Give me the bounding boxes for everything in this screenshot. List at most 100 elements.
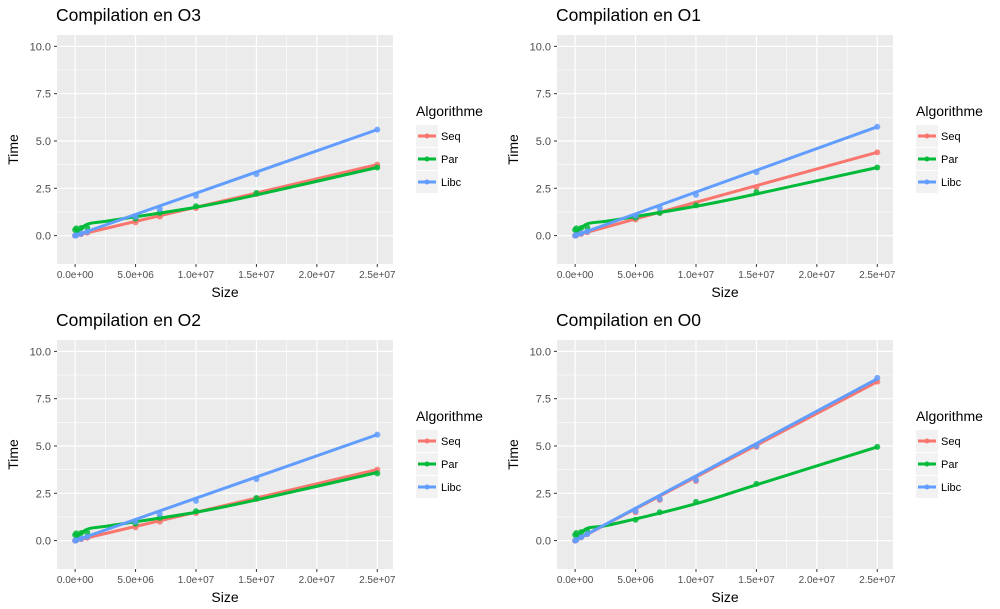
y-tick-label: 10.0 — [530, 41, 551, 53]
data-point-par — [874, 164, 881, 171]
legend-key-point-libc — [924, 484, 930, 490]
y-tick-label: 7.5 — [536, 89, 551, 101]
legend-key-point-par — [424, 156, 430, 162]
y-tick-label: 5.0 — [536, 136, 551, 148]
data-point-libc — [73, 537, 80, 544]
y-tick-label: 10.0 — [30, 41, 51, 53]
x-tick-label: 5.0e+06 — [617, 270, 654, 281]
data-point-libc — [132, 213, 139, 220]
y-tick-label: 0.0 — [536, 231, 551, 243]
data-point-par — [753, 480, 760, 487]
x-tick-label: 1.5e+07 — [238, 575, 275, 586]
series-line-par — [74, 166, 378, 236]
data-point-par — [692, 498, 699, 505]
data-point-libc — [753, 169, 760, 176]
x-tick-label: 2.0e+07 — [799, 270, 836, 281]
x-tick-label: 2.5e+07 — [859, 270, 896, 281]
data-point-libc — [578, 230, 585, 237]
legend-title: Algorithme — [916, 103, 983, 119]
data-point-par — [73, 530, 80, 537]
data-point-par — [374, 470, 381, 477]
x-tick-label: 0.0e+00 — [557, 270, 594, 281]
chart-title: Compilation en O1 — [556, 5, 701, 25]
series-line-par — [74, 471, 378, 541]
chart-panel-1: Compilation en O1 0.0 2.5 5.0 7.5 10.0 0.0e+00… — [505, 5, 983, 300]
x-tick-label: 2.0e+07 — [799, 575, 836, 586]
series-line-libc — [574, 125, 878, 238]
x-tick-label: 1.5e+07 — [238, 270, 275, 281]
data-point-libc — [573, 232, 580, 239]
data-point-libc — [656, 205, 663, 212]
data-point-par — [253, 495, 260, 502]
chart-panel-2: Compilation en O2 0.0 2.5 5.0 7.5 10.0 0.0e+00… — [5, 310, 483, 605]
x-tick-label: 1.0e+07 — [678, 270, 715, 281]
data-point-par — [753, 189, 760, 196]
data-point-libc — [573, 536, 580, 543]
data-point-libc — [578, 534, 585, 541]
data-point-par — [632, 516, 639, 523]
data-point-libc — [78, 230, 85, 237]
data-point-libc — [632, 508, 639, 515]
data-point-par — [192, 508, 199, 515]
data-point-par — [78, 225, 85, 232]
data-point-par — [656, 209, 663, 216]
legend-label-libc: Libc — [941, 482, 962, 494]
plot-background — [57, 340, 393, 569]
series-line-par — [574, 166, 878, 235]
data-point-par — [656, 509, 663, 516]
y-tick-label: 7.5 — [536, 394, 551, 406]
data-point-par — [84, 529, 91, 536]
data-point-par — [573, 530, 580, 537]
data-point-libc — [192, 497, 199, 504]
y-tick-label: 2.5 — [536, 488, 551, 500]
data-point-seq — [753, 184, 760, 191]
data-point-libc — [253, 171, 260, 178]
legend-label-seq: Seq — [941, 131, 961, 143]
data-point-libc — [584, 228, 591, 235]
x-tick-label: 2.5e+07 — [359, 575, 396, 586]
chart-panel-0: Compilation en O3 0.0 2.5 5.0 7.5 10.0 0.0e+00… — [5, 5, 483, 300]
y-axis-title: Time — [505, 134, 521, 165]
chart-title: Compilation en O0 — [556, 310, 701, 330]
y-tick-label: 10.0 — [530, 346, 551, 358]
data-point-libc — [84, 533, 91, 540]
legend-label-seq: Seq — [441, 131, 461, 143]
y-tick-label: 7.5 — [36, 394, 51, 406]
legend-label-libc: Libc — [941, 177, 962, 189]
x-tick-label: 5.0e+06 — [117, 270, 154, 281]
legend-key-point-par — [424, 461, 430, 467]
series-line-libc — [74, 433, 378, 543]
series-line-libc — [74, 128, 378, 238]
x-axis-title: Size — [211, 284, 238, 300]
x-tick-label: 2.0e+07 — [299, 575, 336, 586]
plot-background — [57, 35, 393, 264]
x-axis-title: Size — [711, 589, 738, 605]
y-tick-label: 2.5 — [536, 183, 551, 195]
x-axis-title: Size — [711, 284, 738, 300]
data-point-par — [374, 164, 381, 171]
x-tick-label: 0.0e+00 — [57, 270, 94, 281]
x-tick-label: 1.5e+07 — [738, 575, 775, 586]
y-axis-title: Time — [5, 134, 21, 165]
legend-label-par: Par — [941, 154, 958, 166]
plot-background — [557, 340, 893, 569]
x-tick-label: 0.0e+00 — [557, 575, 594, 586]
x-tick-label: 1.0e+07 — [178, 575, 215, 586]
data-point-par — [192, 203, 199, 210]
series-line-seq — [574, 150, 878, 238]
x-tick-label: 5.0e+06 — [617, 575, 654, 586]
legend-key-point-libc — [924, 179, 930, 185]
data-point-libc — [156, 511, 163, 518]
legend-label-par: Par — [441, 154, 458, 166]
data-point-libc — [374, 431, 381, 438]
x-tick-label: 2.5e+07 — [859, 575, 896, 586]
legend-label-seq: Seq — [941, 436, 961, 448]
data-point-libc — [73, 232, 80, 239]
data-point-libc — [692, 477, 699, 484]
legend-label-libc: Libc — [441, 177, 462, 189]
legend-key-point-seq — [924, 133, 930, 139]
series-line-libc — [574, 377, 878, 542]
y-axis-title: Time — [5, 439, 21, 470]
y-tick-label: 0.0 — [36, 536, 51, 548]
